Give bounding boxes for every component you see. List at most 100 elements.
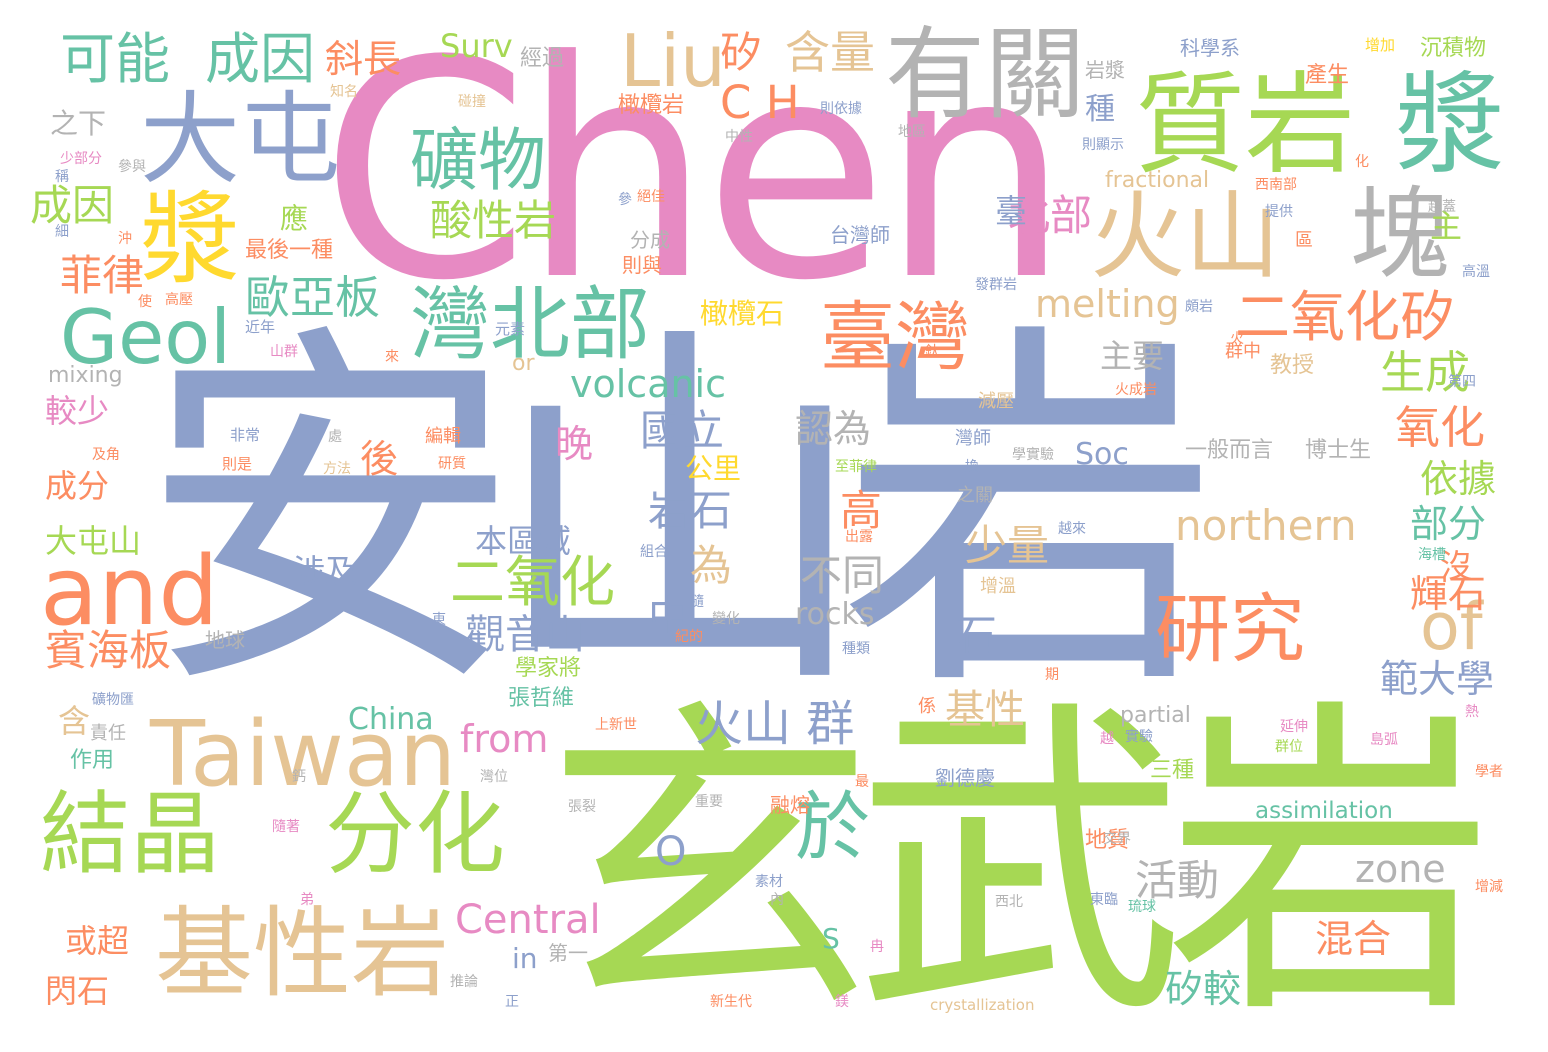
word: 地區 <box>898 124 926 140</box>
word: of <box>1420 590 1483 665</box>
word: 中 <box>648 591 691 640</box>
word: 產生 <box>1305 63 1350 88</box>
word: rocks <box>795 597 875 632</box>
word: 素材 <box>755 874 783 890</box>
word: 群位 <box>1275 739 1303 755</box>
word: 張裂 <box>568 799 596 815</box>
word: 不同 <box>800 551 885 600</box>
word: 越來 <box>1058 521 1086 537</box>
word: 第一 <box>548 941 588 965</box>
word: 橄欖石 <box>700 297 785 330</box>
word: 及角 <box>92 447 120 463</box>
word: 岩漿 <box>1085 58 1125 82</box>
word: 係 <box>918 696 936 717</box>
word: 增溫 <box>980 576 1016 597</box>
word: 參與 <box>118 159 146 175</box>
word: 東 <box>432 612 446 628</box>
word: 混合 <box>1315 917 1392 961</box>
word: 經過 <box>520 46 565 71</box>
word: 分化 <box>325 782 505 887</box>
word: 西北 <box>995 894 1023 910</box>
word: Soc <box>1075 437 1129 472</box>
word: Central <box>455 897 601 943</box>
word: 中性 <box>725 129 753 145</box>
word: 交界 <box>1103 831 1131 847</box>
word: 研質 <box>438 456 466 472</box>
word: 提供 <box>1265 204 1293 220</box>
word: 灣師 <box>955 428 991 449</box>
word: 區 <box>1295 230 1313 251</box>
word: 期 <box>1045 667 1059 683</box>
word: 內 <box>770 892 784 908</box>
word: 非常 <box>230 426 261 444</box>
word: 二氧化矽 <box>1235 285 1456 349</box>
word: 有關 <box>885 16 1085 133</box>
word: 輝石 <box>1410 572 1487 616</box>
word: 灣北部 <box>410 278 650 371</box>
word: Chen <box>320 0 1070 346</box>
word: 發群岩 <box>975 277 1017 293</box>
word: 處 <box>328 429 342 445</box>
word: 教授 <box>1270 353 1315 378</box>
word: 主 <box>1430 207 1463 245</box>
word: 群中 <box>1225 341 1261 362</box>
word: 基性 <box>945 687 1025 733</box>
word: 後 <box>360 437 399 481</box>
word: 臺灣 <box>820 293 971 381</box>
word: 作用 <box>70 748 115 773</box>
word: 紀的 <box>675 629 703 645</box>
word: from <box>460 717 549 761</box>
word: 二氧化 <box>450 550 616 614</box>
word: 延伸 <box>1280 719 1308 735</box>
word: 沒 <box>1440 547 1473 585</box>
word: or <box>512 351 535 376</box>
word: 晚 <box>555 422 594 466</box>
word: 弟 <box>300 892 314 908</box>
word: 大屯 <box>140 81 340 198</box>
word: 換 <box>965 459 979 475</box>
word: 變化 <box>712 611 740 627</box>
word: northern <box>1175 501 1357 550</box>
word: crystallization <box>930 996 1035 1014</box>
word: 活動 <box>1135 856 1220 905</box>
word: 地質 <box>1085 828 1130 853</box>
word: 最後一種 <box>245 238 334 263</box>
word: 增加 <box>1365 36 1396 54</box>
word: 越 <box>1100 731 1114 747</box>
word: fractional <box>1105 168 1210 193</box>
word: 沖 <box>118 231 132 247</box>
word: 漿 <box>1395 61 1505 189</box>
word: 則是 <box>222 455 253 473</box>
word: 涉及 <box>293 552 358 590</box>
word: 氧化 <box>1395 401 1486 454</box>
word: 島弧 <box>1370 732 1398 748</box>
word: 之下 <box>50 107 107 140</box>
word: 較少 <box>45 392 110 430</box>
word: 可能 <box>60 27 171 91</box>
word: 斜長 <box>325 37 402 81</box>
word: 來 <box>385 349 399 365</box>
word: 火山 群 <box>695 696 855 752</box>
word: 成因 <box>30 181 115 230</box>
word: 知名 <box>330 84 358 100</box>
word: 鈦 <box>925 344 939 360</box>
word: 結晶 <box>40 782 220 887</box>
word: 含量 <box>785 26 876 79</box>
word: 橄欖岩 <box>618 93 685 118</box>
word: 隨著 <box>272 819 300 835</box>
word: 火成岩 <box>1115 382 1157 398</box>
word: 稱 <box>55 169 69 185</box>
word: 賓海板 <box>45 626 172 675</box>
word: 生成 <box>1380 346 1471 399</box>
word: 種類 <box>842 641 870 657</box>
word: 熱 <box>1465 704 1479 720</box>
word: 公里 <box>685 452 742 485</box>
word: 主要 <box>1100 337 1165 375</box>
word: 研究 <box>1155 585 1306 673</box>
word: 成因 <box>205 27 316 91</box>
word: 分成 <box>630 228 670 252</box>
word: volcanic <box>570 362 727 406</box>
word: Surv <box>440 27 513 65</box>
word: 元素 <box>495 320 526 338</box>
word: C <box>1020 232 1040 265</box>
